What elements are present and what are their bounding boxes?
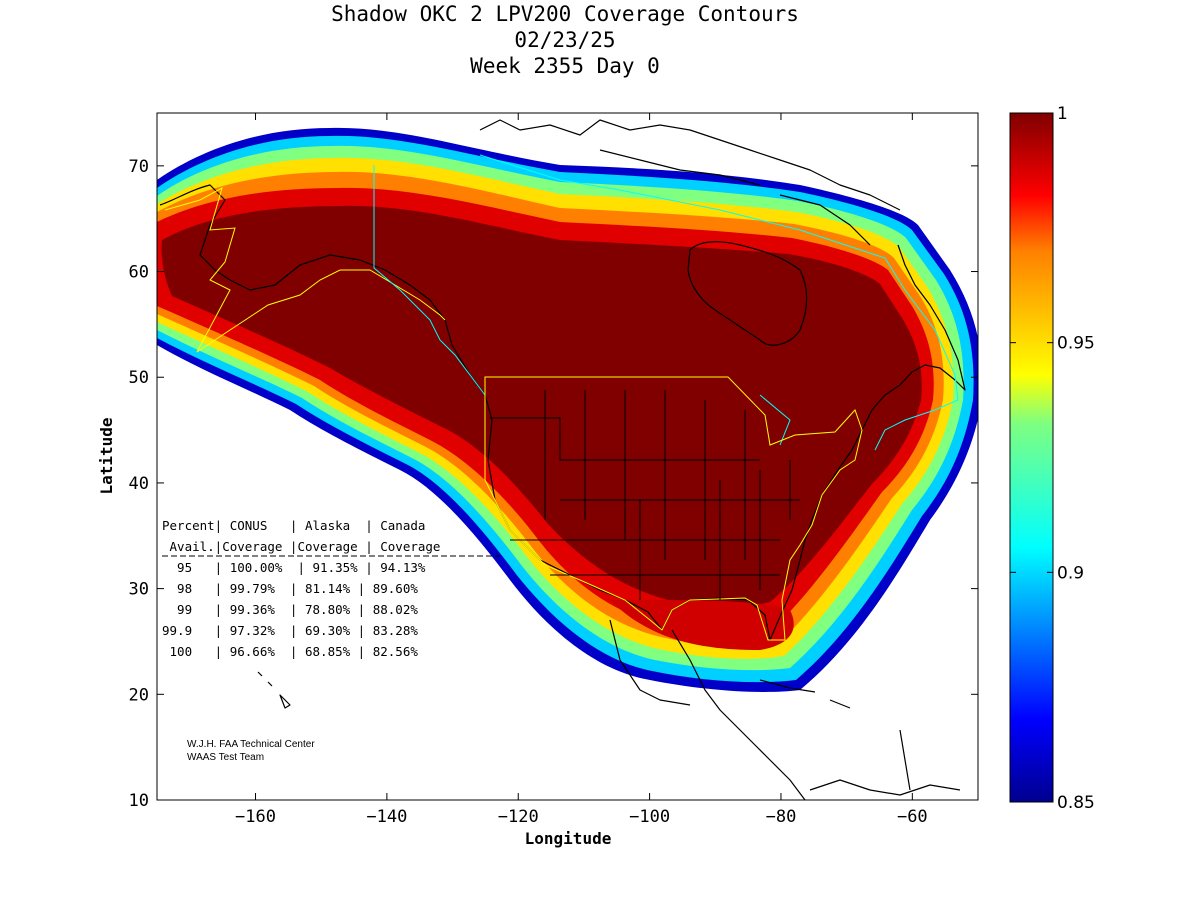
- x-axis-label: Longitude: [525, 829, 612, 848]
- colorbar: [1009, 112, 1054, 803]
- canada-boundary: [373, 154, 959, 451]
- x-tick-label: −120: [498, 807, 539, 827]
- colorbar-tick-label: 0.95: [1057, 334, 1095, 354]
- x-tick-label: −100: [629, 807, 670, 827]
- colorbar-tick-label: 0.9: [1057, 563, 1084, 583]
- coastline-arctic-islands: [479, 119, 901, 246]
- y-axis-label: Latitude: [97, 417, 116, 494]
- x-tick-label: −80: [766, 807, 797, 827]
- y-tick-label: 60: [129, 263, 149, 283]
- coverage-band-gulf-red: [610, 600, 794, 650]
- y-tick-label: 50: [129, 368, 149, 388]
- credit-line-1: W.J.H. FAA Technical Center: [187, 739, 315, 750]
- coastline-central-america: [609, 619, 806, 800]
- state-boundaries: [490, 390, 800, 600]
- coverage-table: Percent| CONUS | Alaska | Canada Avail.|…: [162, 518, 500, 659]
- title-line-1: Shadow OKC 2 LPV200 Coverage Contours: [331, 2, 799, 26]
- table-row: 100 | 96.66% | 68.85% | 82.56%: [162, 644, 418, 659]
- table-header-1: Percent| CONUS | Alaska | Canada: [162, 518, 425, 533]
- x-tick-label: −140: [366, 807, 407, 827]
- table-row: 99 | 99.36% | 78.80% | 88.02%: [162, 602, 418, 617]
- colorbar-ticks: 0.85 0.9 0.95 1: [1010, 104, 1095, 813]
- title-line-2: 02/23/25: [514, 28, 615, 52]
- y-tick-label: 40: [129, 474, 149, 494]
- table-row: 95 | 100.00% | 91.35% | 94.13%: [162, 560, 426, 575]
- x-tick-label: −160: [235, 807, 276, 827]
- credit-line-2: WAAS Test Team: [187, 752, 264, 763]
- alaska-boundary: [196, 269, 446, 353]
- y-tick-label: 30: [129, 580, 149, 600]
- y-tick-label: 10: [129, 791, 149, 811]
- coastline-south-america: [809, 779, 961, 796]
- coastline-hawaii: [257, 671, 291, 709]
- plot-frame: [156, 112, 979, 801]
- alaska-west-boundary: [164, 186, 236, 353]
- x-axis: −160 −140 −120 −100 −80 −60: [235, 113, 928, 827]
- colorbar-tick-label: 1: [1057, 104, 1068, 124]
- conus-boundary: [484, 376, 863, 641]
- table-row: 98 | 99.79% | 81.14% | 89.60%: [162, 581, 418, 596]
- table-header-2: Avail.|Coverage |Coverage | Coverage: [162, 539, 440, 554]
- title-line-3: Week 2355 Day 0: [470, 54, 660, 78]
- y-tick-label: 20: [129, 685, 149, 705]
- coverage-band-dark-red: [161, 205, 922, 608]
- coastline-hudson-bay: [687, 241, 808, 346]
- colorbar-tick-label: 0.85: [1057, 793, 1095, 813]
- plot-area: Percent| CONUS | Alaska | Canada Avail.|…: [157, 113, 978, 800]
- x-tick-label: −60: [897, 807, 928, 827]
- coastline-caribbean: [759, 679, 911, 791]
- y-tick-label: 70: [129, 157, 149, 177]
- table-row: 99.9 | 97.32% | 69.30% | 83.28%: [162, 623, 418, 638]
- y-axis: 10 20 30 40 50 60 70: [129, 157, 978, 811]
